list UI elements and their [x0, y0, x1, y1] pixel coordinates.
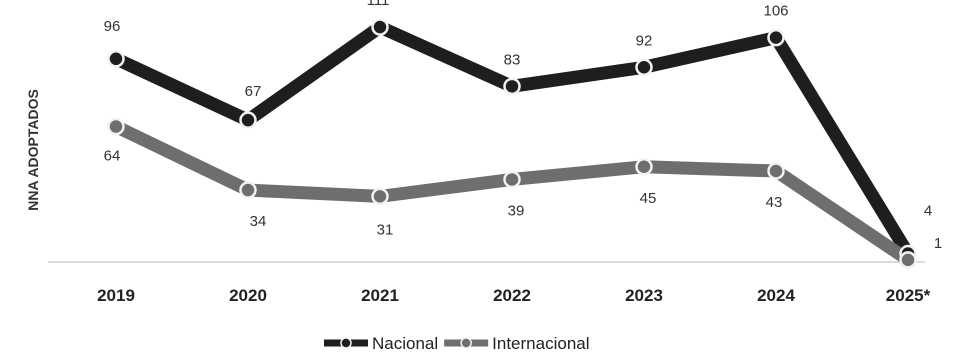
data-point-internacional	[107, 117, 125, 136]
x-tick-label: 2023	[625, 286, 663, 305]
legend-item-internacional: Internacional	[444, 334, 590, 353]
x-tick-label: 2024	[757, 286, 795, 305]
data-label-internacional: 43	[766, 194, 783, 211]
data-label-internacional: 39	[508, 202, 525, 219]
data-label-internacional: 1	[934, 235, 942, 252]
data-point-nacional	[503, 77, 521, 96]
x-tick-label: 2022	[493, 286, 531, 305]
data-point-nacional	[635, 58, 653, 77]
y-axis-title: NNA ADOPTADOS	[25, 89, 41, 211]
data-label-internacional: 64	[104, 148, 121, 165]
x-tick-label: 2025*	[886, 286, 931, 305]
data-label-nacional: 106	[763, 3, 788, 20]
data-label-internacional: 31	[377, 221, 394, 238]
data-point-nacional	[767, 28, 785, 47]
data-label-internacional: 45	[640, 190, 657, 207]
data-label-nacional: 4	[924, 203, 932, 220]
legend-swatch-marker	[460, 337, 472, 349]
data-point-nacional	[371, 18, 389, 36]
data-label-nacional: 83	[504, 51, 521, 68]
data-label-nacional: 92	[636, 32, 653, 49]
data-point-internacional	[899, 251, 917, 269]
data-label-internacional: 34	[250, 213, 267, 230]
data-point-internacional	[371, 187, 389, 206]
x-tick-label: 2021	[361, 286, 399, 305]
series-line-internacional	[109, 120, 915, 267]
x-tick-label: 2019	[97, 286, 135, 305]
x-tick-label: 2020	[229, 286, 267, 305]
data-point-nacional	[107, 50, 125, 68]
data-label-nacional: 67	[245, 83, 262, 100]
data-point-internacional	[635, 158, 653, 176]
data-point-nacional	[239, 111, 257, 129]
legend-swatch-marker	[340, 337, 352, 349]
legend-label: Nacional	[372, 334, 438, 353]
data-point-internacional	[767, 162, 785, 180]
legend-label: Internacional	[492, 334, 589, 353]
data-point-internacional	[239, 181, 257, 199]
data-label-nacional: 96	[104, 18, 121, 35]
data-label-nacional: 111	[367, 0, 390, 9]
data-point-internacional	[503, 170, 521, 189]
legend-item-nacional: Nacional	[324, 334, 438, 353]
